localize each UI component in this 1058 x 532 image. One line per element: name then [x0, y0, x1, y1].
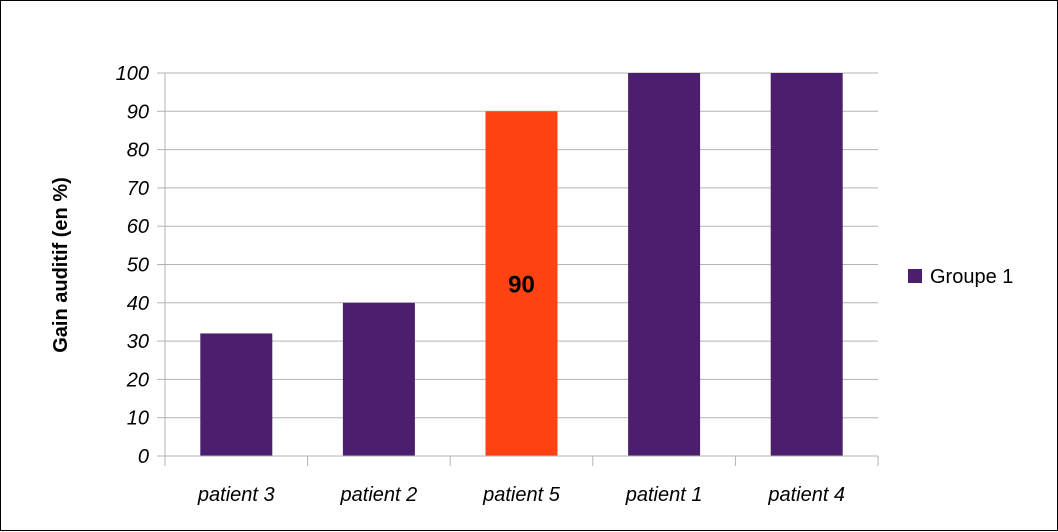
- x-axis-ticks: patient 3 patient 2 patient 5 patient 1 pati…: [164, 456, 879, 506]
- y-tick-label: 70: [127, 178, 149, 200]
- y-axis-label: Gain auditif (en %): [50, 177, 72, 353]
- y-tick-label: 30: [127, 331, 149, 353]
- bar: [770, 73, 843, 456]
- legend-label: Groupe 1: [930, 266, 1013, 288]
- data-labels: 90: [508, 272, 535, 299]
- y-tick-label: 90: [127, 101, 149, 123]
- y-tick-label: 40: [127, 293, 149, 315]
- x-tick-label: patient 3: [197, 484, 275, 506]
- legend-swatch: [908, 269, 922, 283]
- x-tick-label: patient 1: [625, 484, 703, 506]
- y-tick-label: 100: [116, 63, 149, 85]
- data-label: 90: [508, 272, 535, 299]
- y-tick-label: 10: [127, 408, 149, 430]
- y-tick-label: 0: [138, 446, 149, 468]
- x-tick-label: patient 2: [340, 484, 418, 506]
- x-tick-label: patient 5: [482, 484, 561, 506]
- y-tick-label: 80: [127, 140, 149, 162]
- bar: [200, 333, 273, 456]
- x-tick-label: patient 4: [767, 484, 845, 506]
- y-axis-ticks: 0 10 20 30 40 50 60 70 80 90 100: [116, 63, 165, 468]
- y-tick-label: 50: [127, 255, 149, 277]
- legend: Groupe 1: [908, 266, 1013, 288]
- bars: [200, 73, 843, 457]
- y-tick-label: 60: [127, 216, 149, 238]
- y-tick-label: 20: [126, 369, 149, 391]
- axes: [164, 73, 878, 457]
- bar: [485, 111, 558, 457]
- bar: [342, 302, 415, 456]
- bar: [628, 73, 701, 456]
